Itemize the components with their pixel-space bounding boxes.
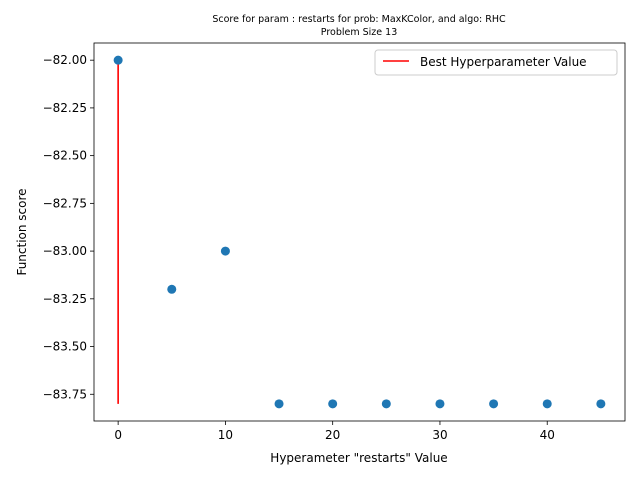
legend-box	[374, 49, 618, 76]
y-axis: −82.00 −82.25 −82.50 −82.75 −83.00 −83.25 −83.…	[43, 53, 94, 401]
legend: Best Hyperparameter Value	[374, 49, 618, 76]
scatter-point	[542, 399, 552, 409]
x-tick-label: 30	[432, 428, 447, 442]
axes-frame	[93, 42, 626, 422]
x-tick-label: 20	[325, 428, 340, 442]
scatter-point	[167, 284, 177, 294]
scatter-point	[328, 399, 338, 409]
scatter-point	[274, 399, 284, 409]
y-tick-label: −83.25	[43, 292, 87, 306]
x-tick-label: 40	[540, 428, 555, 442]
legend-label-best: Best Hyperparameter Value	[420, 55, 587, 69]
chart-title: Score for param : restarts for prob: Max…	[212, 14, 506, 25]
y-tick-label: −82.00	[43, 53, 87, 67]
x-tick-label: 0	[114, 428, 122, 442]
y-tick-label: −82.25	[43, 101, 87, 115]
y-tick-label: −83.75	[43, 387, 87, 401]
y-axis-title: Function score	[15, 188, 29, 275]
scatter-point	[596, 399, 606, 409]
scatter-point	[381, 399, 391, 409]
scatter-point	[489, 399, 499, 409]
x-tick-label: 10	[218, 428, 233, 442]
plot-area	[113, 55, 606, 409]
y-tick-label: −83.50	[43, 340, 87, 354]
scatter-point	[220, 246, 230, 256]
y-tick-label: −82.50	[43, 149, 87, 163]
chart-subtitle: Problem Size 13	[321, 27, 397, 38]
x-axis-title: Hyperameter "restarts" Value	[270, 451, 447, 465]
y-tick-label: −82.75	[43, 196, 87, 210]
scatter-point	[435, 399, 445, 409]
y-tick-label: −83.00	[43, 244, 87, 258]
scatter-point	[113, 55, 123, 65]
x-axis: 0 10 20 30 40	[114, 421, 555, 442]
